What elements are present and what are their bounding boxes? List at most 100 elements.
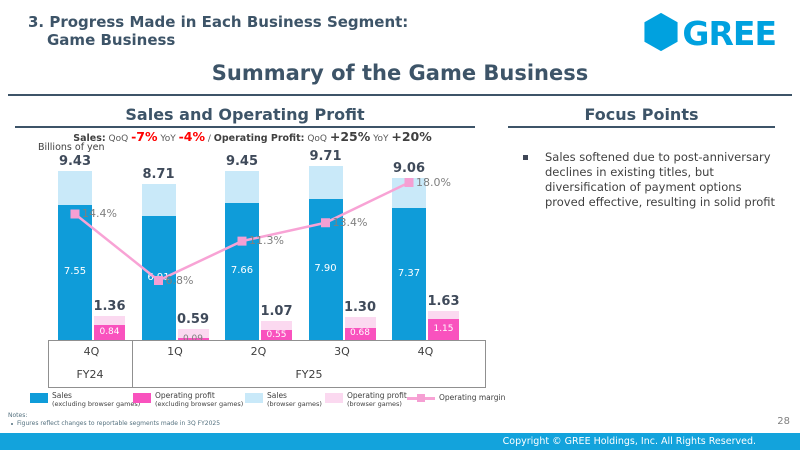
op-bar [177, 338, 209, 340]
margin-point-marker [404, 178, 414, 187]
operating-margin-label: 6.8% [165, 273, 194, 287]
note-text: Figures reflect changes to reportable se… [17, 420, 221, 427]
legend-label: Sales [267, 391, 287, 400]
axis-unit-label: Billions of yen [38, 142, 105, 153]
qoq-yoy-stats: Sales: QoQ -7% YoY -4% / Operating Profi… [20, 129, 485, 144]
legend-item-sales-browser: Sales (browser games) [245, 391, 322, 408]
op-total-label: 1.07 [260, 303, 293, 319]
pink-square-marker-icon [417, 394, 425, 402]
title-divider [8, 94, 792, 96]
operating-margin-line [70, 178, 414, 285]
sales-total-label: 8.71 [142, 167, 175, 183]
focus-bullet-item: Sales softened due to post-anniversary d… [520, 150, 782, 210]
quarter-label: 1Q [167, 345, 183, 358]
sales-bar [392, 208, 426, 340]
legend-label: Operating profit [155, 391, 215, 400]
stats-separator: / [207, 134, 211, 144]
operating-margin-label: 14.4% [82, 207, 117, 220]
legend-item-sales-excl: Sales (excluding browser games) [30, 391, 140, 408]
stats-qoq-label: QoQ [108, 134, 129, 144]
stats-qoq-label-2: QoQ [307, 134, 327, 144]
slide-section-heading: 3. Progress Made in Each Business Segmen… [28, 13, 408, 49]
op-browser-bar [344, 316, 376, 328]
op-browser-bar [428, 310, 459, 320]
sales-total-label: 9.71 [309, 149, 342, 165]
margin-point-marker [321, 218, 330, 228]
copyright-text: Copyright © GREE Holdings, Inc. All Righ… [502, 436, 756, 447]
gree-logo: GREE [643, 12, 777, 56]
dot-bullet-icon [11, 423, 13, 425]
sales-total-label: 9.45 [225, 153, 259, 169]
sales-value-label: 7.37 [397, 267, 421, 279]
op-browser-bar [94, 315, 125, 325]
fiscal-year-divider [132, 340, 133, 388]
op-total-label: 1.30 [343, 299, 377, 315]
op-browser-bar [177, 329, 209, 339]
sales-value-label: 7.66 [230, 264, 254, 276]
fiscal-year-label: FY24 [76, 368, 104, 381]
quarter-label: 3Q [334, 345, 350, 358]
quarter-label: 4Q [417, 345, 434, 358]
sales-bar [58, 204, 92, 340]
legend-sublabel: (browser games) [267, 400, 322, 408]
legend-sublabel: (excluding browser games) [155, 400, 244, 408]
sales-total-label: 9.06 [392, 160, 426, 176]
margin-point-marker [70, 209, 80, 219]
pink-line-marker-icon [407, 394, 435, 402]
chart-section-underline [15, 126, 475, 128]
stats-sales-qoq-value: -7% [131, 129, 158, 144]
quarter-label: 4Q [83, 345, 100, 358]
focus-points: Sales softened due to post-anniversary d… [520, 150, 782, 210]
op-value-label: 0.55 [266, 329, 287, 340]
page-title: Summary of the Game Business [211, 61, 589, 85]
logo-wordmark: GREE [682, 14, 777, 53]
sales-browser-bar [58, 171, 92, 205]
op-value-label: 0.09 [182, 334, 204, 344]
op-bar [344, 327, 376, 340]
op-value-label: 0.68 [349, 328, 371, 339]
sales-value-label: 7.90 [314, 262, 337, 274]
notes: Notes: Figures reflect changes to report… [8, 412, 220, 428]
footer-copyright-bar: Copyright © GREE Holdings, Inc. All Righ… [0, 433, 800, 450]
chart-section-title: Sales and Operating Profit [125, 105, 365, 124]
op-total-label: 1.63 [427, 293, 460, 309]
sales-bar [225, 202, 259, 340]
op-value-label: 0.84 [99, 326, 120, 337]
focus-section-title: Focus Points [584, 105, 699, 124]
page-number: 28 [777, 416, 790, 427]
sales-total-label: 9.43 [58, 154, 92, 170]
stats-yoy-label: YoY [160, 134, 176, 144]
stats-op-yoy-value: +20% [391, 129, 432, 144]
stats-yoy-label-2: YoY [373, 134, 389, 144]
margin-point-marker [237, 236, 247, 246]
note-item: Figures reflect changes to reportable se… [8, 420, 220, 428]
bright-pink-square-icon [133, 393, 151, 403]
square-bullet-icon [523, 155, 528, 160]
dark-blue-square-icon [30, 393, 48, 403]
legend-label: Operating profit [347, 391, 407, 400]
operating-margin-label: 13.4% [332, 215, 368, 229]
legend-sublabel: (excluding browser games) [52, 400, 141, 408]
op-bar [428, 319, 459, 340]
stats-op-qoq-value: +25% [329, 129, 371, 144]
margin-point-marker [154, 276, 163, 285]
stats-sales-yoy-value: -4% [178, 129, 205, 144]
stats-op-label: Operating Profit: [213, 133, 305, 144]
op-total-label: 0.59 [176, 312, 210, 328]
stats-sales-label: Sales: [73, 133, 106, 144]
focus-bullet-text: Sales softened due to post-anniversary d… [545, 150, 775, 209]
slide-heading-line1: 3. Progress Made in Each Business Segmen… [28, 13, 409, 31]
op-bar [261, 330, 292, 340]
op-value-label: 1.15 [433, 324, 454, 335]
legend-label: Sales [52, 391, 72, 400]
slide-heading-line2: Game Business [47, 31, 176, 49]
notes-label: Notes: [8, 412, 28, 419]
legend-item-operating-margin: Operating margin [407, 391, 505, 402]
legend-label: Operating margin [439, 393, 506, 402]
op-total-label: 1.36 [93, 298, 126, 314]
sales-browser-bar [225, 170, 259, 203]
category-axis-box [48, 340, 486, 388]
operating-margin-label: 11.3% [249, 234, 284, 248]
